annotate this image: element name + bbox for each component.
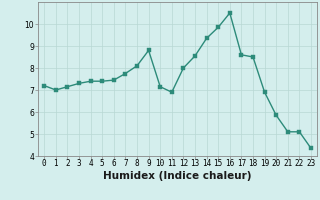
X-axis label: Humidex (Indice chaleur): Humidex (Indice chaleur): [103, 171, 252, 181]
